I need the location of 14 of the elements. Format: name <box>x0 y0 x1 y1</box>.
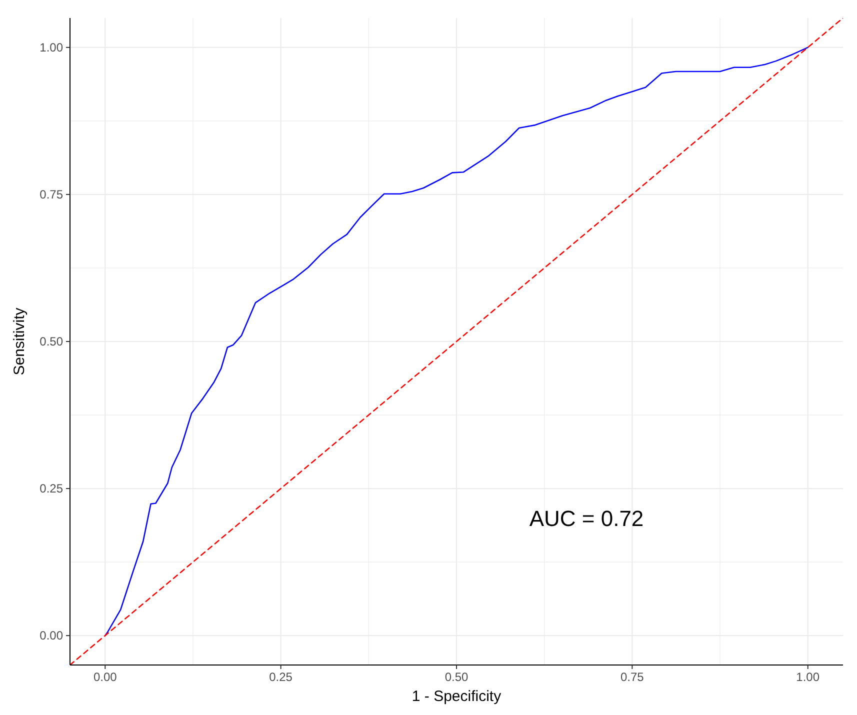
x-tick-label: 0.25 <box>269 670 293 684</box>
annotation: AUC = 0.72 <box>529 506 644 531</box>
y-tick-label: 0.75 <box>40 187 64 202</box>
x-axis-title: 1 - Specificity <box>412 688 502 705</box>
y-tick-label: 0.50 <box>40 334 64 348</box>
y-axis-title: Sensitivity <box>11 307 28 376</box>
y-tick-label: 1.00 <box>40 40 64 54</box>
x-tick-label: 0.50 <box>444 670 468 684</box>
x-tick-label: 0.75 <box>620 670 644 684</box>
line-series <box>104 46 809 636</box>
y-tick-label: 0.25 <box>40 482 64 496</box>
x-tick-label: 0.00 <box>93 670 118 684</box>
x-tick-label: 1.00 <box>796 670 820 684</box>
y-tick-label: 0.00 <box>40 628 64 643</box>
